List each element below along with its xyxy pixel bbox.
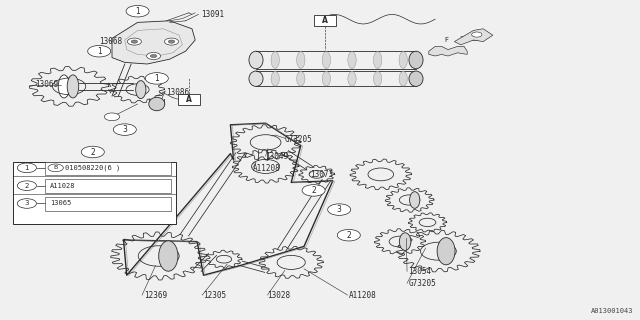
Circle shape <box>17 163 36 173</box>
Ellipse shape <box>159 241 178 271</box>
Text: 13028: 13028 <box>268 292 291 300</box>
Circle shape <box>81 146 104 158</box>
Text: B: B <box>54 165 58 170</box>
Ellipse shape <box>410 192 420 208</box>
Text: 13065: 13065 <box>50 201 71 206</box>
Ellipse shape <box>67 75 79 98</box>
Text: 1: 1 <box>97 47 102 56</box>
Circle shape <box>150 54 157 58</box>
Ellipse shape <box>322 71 331 86</box>
Text: 3: 3 <box>122 125 127 134</box>
Circle shape <box>164 38 179 45</box>
Text: 3: 3 <box>24 201 29 206</box>
Circle shape <box>127 38 141 45</box>
Circle shape <box>302 185 325 196</box>
Text: A11208: A11208 <box>253 164 280 172</box>
Ellipse shape <box>399 52 407 68</box>
Text: 12305: 12305 <box>204 292 227 300</box>
Ellipse shape <box>136 81 146 99</box>
Ellipse shape <box>409 51 423 69</box>
Text: A013001043: A013001043 <box>591 308 634 314</box>
Bar <box>13 162 176 224</box>
Ellipse shape <box>271 52 280 68</box>
Text: 13054: 13054 <box>408 268 431 276</box>
Ellipse shape <box>373 71 381 86</box>
Circle shape <box>104 113 120 121</box>
Bar <box>45 180 171 193</box>
Text: 12369: 12369 <box>144 292 167 300</box>
Circle shape <box>113 124 136 135</box>
Text: 13091: 13091 <box>202 10 225 19</box>
Ellipse shape <box>348 52 356 68</box>
Text: 13049: 13049 <box>266 152 289 161</box>
Text: 13068: 13068 <box>99 37 122 46</box>
Text: A11028: A11028 <box>50 183 76 189</box>
Ellipse shape <box>149 97 165 111</box>
Ellipse shape <box>297 71 305 86</box>
Text: 13086: 13086 <box>166 88 189 97</box>
Bar <box>45 197 171 211</box>
Bar <box>45 162 171 175</box>
Circle shape <box>168 40 175 43</box>
Ellipse shape <box>373 52 381 68</box>
Bar <box>314 15 336 26</box>
Circle shape <box>328 204 351 215</box>
Text: 13073: 13073 <box>310 170 333 179</box>
Ellipse shape <box>249 51 263 69</box>
Ellipse shape <box>399 71 407 86</box>
Circle shape <box>88 45 111 57</box>
Text: 2: 2 <box>346 231 351 240</box>
Circle shape <box>145 73 168 84</box>
Bar <box>178 94 200 105</box>
Text: A: A <box>186 95 192 104</box>
Text: 2: 2 <box>90 148 95 156</box>
Ellipse shape <box>322 52 331 68</box>
Text: 1: 1 <box>154 74 159 83</box>
Ellipse shape <box>348 71 356 86</box>
Ellipse shape <box>437 237 455 265</box>
Polygon shape <box>429 46 467 56</box>
Ellipse shape <box>249 71 263 86</box>
Ellipse shape <box>409 71 423 86</box>
Ellipse shape <box>297 52 305 68</box>
Text: 1: 1 <box>24 165 29 171</box>
Circle shape <box>17 199 36 208</box>
Text: 2: 2 <box>311 186 316 195</box>
Text: G73205: G73205 <box>408 279 436 288</box>
Circle shape <box>131 40 138 43</box>
Circle shape <box>472 32 482 37</box>
Ellipse shape <box>271 71 280 86</box>
Ellipse shape <box>399 233 411 250</box>
Circle shape <box>147 52 161 60</box>
Text: F: F <box>445 36 449 43</box>
Polygon shape <box>112 21 195 64</box>
Text: G73205: G73205 <box>285 135 312 144</box>
Ellipse shape <box>58 75 70 98</box>
Circle shape <box>17 181 36 190</box>
Circle shape <box>337 229 360 241</box>
Text: 2: 2 <box>25 183 29 189</box>
Text: 3: 3 <box>337 205 342 214</box>
Text: A: A <box>322 16 328 25</box>
Circle shape <box>126 5 149 17</box>
Text: 13069: 13069 <box>35 80 58 89</box>
Text: 010508220(6 ): 010508220(6 ) <box>65 164 120 171</box>
Polygon shape <box>454 29 493 45</box>
Text: A11208: A11208 <box>349 292 376 300</box>
Text: 1: 1 <box>135 7 140 16</box>
